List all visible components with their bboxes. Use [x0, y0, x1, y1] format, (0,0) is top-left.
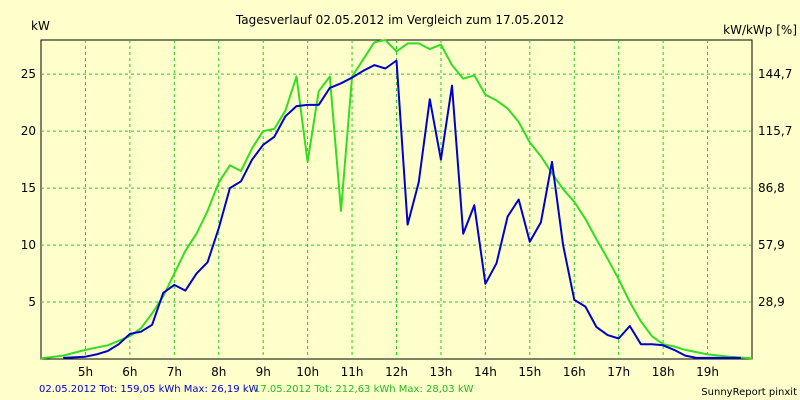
- x-tick-label: 11h: [341, 365, 364, 379]
- y-tick-label-right: 115,7: [758, 124, 792, 138]
- y-tick-label-left: 20: [21, 124, 36, 138]
- chart-title: Tagesverlauf 02.05.2012 im Vergleich zum…: [235, 13, 564, 27]
- y-tick-label-right: 144,7: [758, 67, 792, 81]
- y-tick-label-left: 10: [21, 238, 36, 252]
- y-tick-label-left: 5: [28, 295, 36, 309]
- data-series: [40, 39, 753, 360]
- y-axis-left-unit: kW: [31, 19, 50, 33]
- y-tick-label-left: 25: [21, 67, 36, 81]
- x-tick-label: 5h: [78, 365, 93, 379]
- legend-entry-green: 17.05.2012 Tot: 212,63 kWh Max: 28,03 kW: [254, 384, 474, 395]
- y-tick-label-right: 57,9: [758, 238, 785, 252]
- x-tick-label: 16h: [563, 365, 586, 379]
- x-tick-label: 15h: [518, 365, 541, 379]
- x-tick-label: 13h: [430, 365, 453, 379]
- x-tick-label: 12h: [385, 365, 408, 379]
- x-tick-label: 17h: [607, 365, 630, 379]
- series-line-02-05-2012: [63, 59, 741, 359]
- series-line-17-05-2012: [40, 39, 753, 360]
- x-tick-label: 9h: [256, 365, 271, 379]
- x-tick-label: 6h: [122, 365, 137, 379]
- y-tick-label-left: 15: [21, 181, 36, 195]
- y-axis-right-unit: kW/kWp [%]: [723, 23, 797, 37]
- x-tick-label: 18h: [652, 365, 675, 379]
- x-tick-label: 19h: [696, 365, 719, 379]
- x-tick-label: 14h: [474, 365, 497, 379]
- x-tick-label: 7h: [167, 365, 182, 379]
- x-tick-label: 8h: [211, 365, 226, 379]
- tick-labels: 5h 6h 7h 8h 9h 10h 11h 12h 13h 14h 15h 16h 17h 18h 19h…: [21, 67, 793, 379]
- y-tick-label-right: 28,9: [758, 295, 785, 309]
- report-credit: SunnyReport pinxit: [701, 387, 797, 398]
- y-tick-label-right: 86,8: [758, 181, 785, 195]
- legend-entry-blue: 02.05.2012 Tot: 159,05 kWh Max: 26,19 kW: [39, 384, 259, 395]
- x-tick-label: 10h: [296, 365, 319, 379]
